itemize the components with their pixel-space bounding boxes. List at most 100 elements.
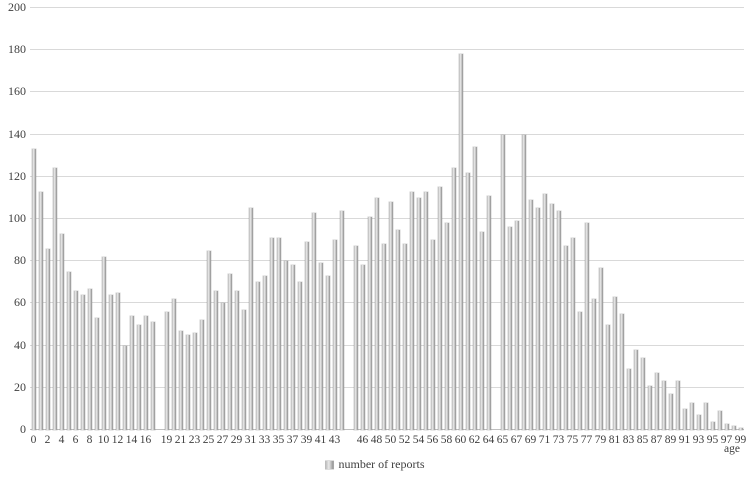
bar [45, 248, 50, 430]
bar-slot-age-85: 85 [637, 8, 648, 446]
bar [514, 221, 519, 430]
x-axis-tick-label: 81 [608, 434, 621, 446]
bar [101, 256, 106, 430]
gap-slot [345, 8, 352, 430]
bar-slot-age-80 [604, 8, 611, 430]
x-axis-tick-label: 83 [622, 434, 635, 446]
bar [423, 191, 428, 430]
bar-slot-age-34 [268, 8, 275, 430]
x-axis-tick-label: 35 [272, 434, 285, 446]
bar-slot-age-24 [198, 8, 205, 430]
plot-area: 0 20 40 60 80 100 120 140 160 180 200 0 2 4 6 8 10 12 14 1… [8, 1, 746, 446]
bar [661, 381, 666, 430]
gridline-80: 80 [14, 254, 744, 266]
bar-slot-age-31: 31 [245, 8, 256, 446]
bar [640, 358, 645, 430]
bar [577, 311, 582, 430]
y-axis-tick-label: 60 [14, 295, 26, 310]
y-axis-tick-label: 0 [20, 422, 26, 436]
x-axis-tick-label: 89 [664, 434, 677, 446]
bar [654, 373, 659, 430]
bar [528, 200, 533, 430]
bar-slot-age-46: 46 [357, 8, 368, 446]
x-axis-tick-label: 58 [440, 434, 453, 446]
bar [472, 147, 477, 430]
bar-slot-age-58: 58 [441, 8, 452, 446]
bar [360, 265, 365, 430]
bar-slot-age-69: 69 [525, 8, 536, 446]
x-axis-tick-label: 77 [580, 434, 593, 446]
x-axis-tick-label: 67 [510, 434, 523, 446]
x-axis-tick-label: 54 [412, 434, 425, 446]
gap-slot [492, 8, 499, 430]
bar [227, 273, 232, 430]
bar [591, 299, 596, 430]
x-axis-tick-label: 23 [188, 434, 201, 446]
bar [542, 193, 547, 430]
bar [465, 172, 470, 430]
bar [129, 316, 134, 430]
x-axis-tick-label: 14 [125, 434, 138, 446]
gridline-100: 100 [8, 212, 744, 224]
bar-slot-age-95: 95 [707, 8, 718, 446]
bar [381, 244, 386, 430]
bar-slot-age-67: 67 [511, 8, 522, 446]
x-axis-tick-label: 12 [111, 434, 124, 446]
bar [738, 427, 743, 430]
bar-slot-age-90 [674, 8, 681, 430]
bar-slot-age-66 [506, 8, 513, 430]
x-axis-tick-label: 99 [734, 434, 747, 446]
gridline-0: 0 [20, 423, 744, 435]
bar [437, 187, 442, 430]
bar [213, 290, 218, 430]
bar-slot-age-43: 43 [329, 8, 340, 446]
bar [584, 223, 589, 430]
bar [143, 316, 148, 430]
x-axis-tick-label: 25 [202, 434, 215, 446]
bar-slot-age-92 [688, 8, 695, 430]
bar [682, 408, 687, 430]
bar [171, 299, 176, 430]
bar-slot-age-77: 77 [581, 8, 592, 446]
bar-slot-age-35: 35 [273, 8, 284, 446]
x-axis-tick-label: 33 [258, 434, 271, 446]
bar [206, 250, 211, 430]
bar-slot-age-65: 65 [497, 8, 508, 446]
bar [626, 368, 631, 430]
x-axis-tick-label: 31 [244, 434, 257, 446]
x-axis-tick-label: 56 [426, 434, 439, 446]
bar [52, 168, 57, 430]
x-axis-tick-label: 71 [538, 434, 551, 446]
bar-slot-age-40 [310, 8, 317, 430]
x-axis-tick-label: 85 [636, 434, 649, 446]
bar-slot-age-29: 29 [231, 8, 242, 446]
x-axis-tick-label: 69 [524, 434, 537, 446]
gridline-160: 160 [8, 85, 744, 97]
bar-slot-age-59 [450, 8, 457, 430]
bar [234, 290, 239, 430]
bar-slot-age-72 [548, 8, 555, 430]
bar-slot-age-2: 2 [44, 8, 51, 446]
x-axis-tick-label: 16 [139, 434, 152, 446]
legend-series-marker-icon [325, 460, 334, 469]
bar [318, 263, 323, 430]
bar-slot-age-63 [478, 8, 485, 430]
bar-slot-age-56: 56 [427, 8, 438, 446]
bar-slot-age-42 [324, 8, 331, 430]
bar-slot-age-81: 81 [609, 8, 620, 446]
x-axis-tick-label: 8 [86, 434, 93, 446]
bar [598, 267, 603, 430]
bar [262, 275, 267, 430]
gap-slot [156, 8, 163, 430]
bars-layer: 0 2 4 6 8 10 12 14 16 19 21 23 25 27 29 31 33 35 37 39 41 43 4… [30, 8, 746, 446]
bar [535, 208, 540, 430]
bar [80, 294, 85, 430]
bar-slot-age-3 [51, 8, 58, 430]
x-axis-tick-label: 52 [398, 434, 411, 446]
x-axis-tick-label: 43 [328, 434, 341, 446]
y-axis-tick-label: 200 [8, 0, 26, 14]
bar [556, 210, 561, 430]
bar [549, 204, 554, 430]
bar-slot-age-62: 62 [469, 8, 480, 446]
x-axis-tick-label: 37 [286, 434, 299, 446]
